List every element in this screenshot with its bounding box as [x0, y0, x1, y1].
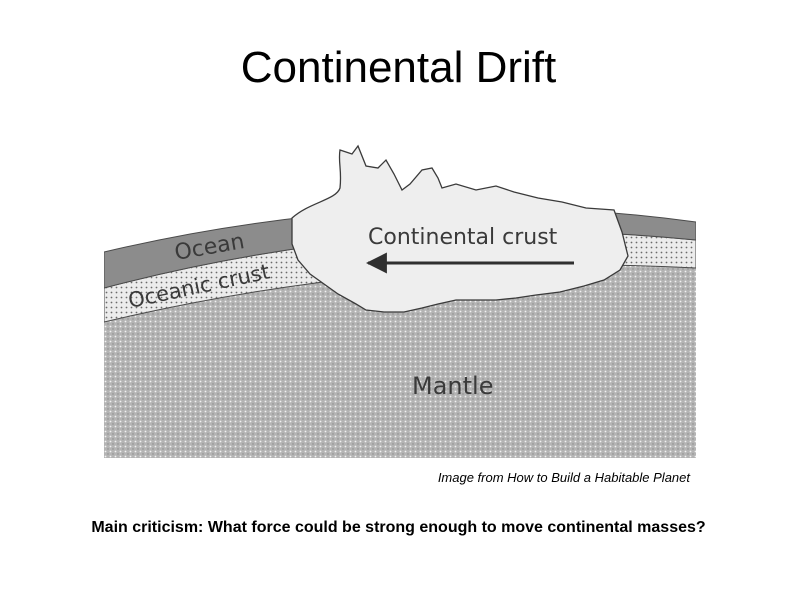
main-criticism-text: Main criticism: What force could be stro…: [91, 519, 706, 536]
diagram-svg: Ocean Oceanic crust Continental crust Ma…: [104, 144, 696, 458]
image-source-caption: Image from How to Build a Habitable Plan…: [437, 470, 690, 485]
mantle-layer: [104, 265, 696, 458]
continental-crust-label: Continental crust: [368, 225, 558, 250]
continental-drift-diagram: Ocean Oceanic crust Continental crust Ma…: [104, 140, 696, 458]
slide-title: Continental Drift: [240, 43, 557, 92]
mantle-label: Mantle: [412, 372, 493, 400]
